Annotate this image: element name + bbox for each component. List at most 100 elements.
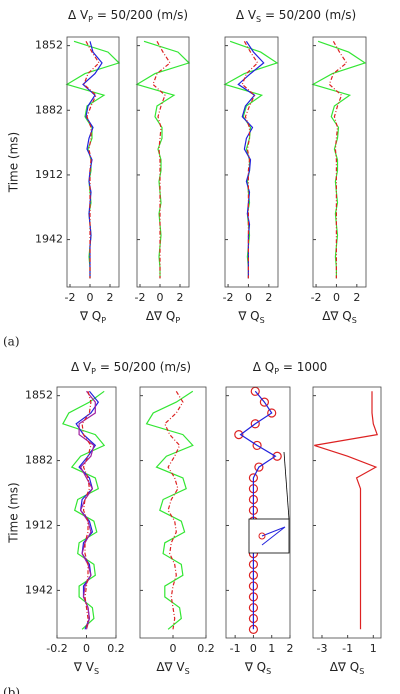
title-sub: P <box>91 367 96 376</box>
inset-connector <box>283 451 290 520</box>
series-line <box>65 40 121 279</box>
panel-label: (a) <box>3 335 20 349</box>
y-tick-label: 1912 <box>25 518 53 531</box>
panel-label: (b) <box>3 686 20 694</box>
x-tick-label: -1 <box>230 642 241 655</box>
x-label: Δ∇ VS <box>156 660 189 676</box>
series-line <box>145 390 194 630</box>
series-line <box>82 41 103 279</box>
x-tick-label: -1 <box>342 642 353 655</box>
inset <box>248 451 290 554</box>
panel-frame <box>224 36 279 288</box>
x-label-sub: S <box>359 667 364 676</box>
x-label: Δ∇ QP <box>146 309 181 325</box>
x-tick-label: 1 <box>370 642 377 655</box>
panel-frame <box>312 36 367 288</box>
panel-frame <box>225 386 291 639</box>
marker <box>234 430 244 440</box>
y-label: Time (ms) <box>7 482 21 544</box>
x-tick-label: 0.2 <box>107 642 125 655</box>
x-tick-label: -2 <box>135 291 146 304</box>
panel-frame <box>136 36 190 288</box>
y-tick-label: 1942 <box>35 233 63 246</box>
title-sub: P <box>88 15 93 24</box>
title-sub: S <box>256 15 261 24</box>
marker <box>267 408 277 418</box>
panel-frame <box>312 386 382 639</box>
series-line <box>237 40 265 279</box>
x-label-main: Δ∇ Q <box>330 660 360 674</box>
series-line <box>83 41 100 279</box>
x-tick-label: 0 <box>333 291 340 304</box>
x-label: ∇ QP <box>79 309 106 325</box>
x-tick-label: -2 <box>311 291 322 304</box>
x-label-sub: S <box>266 667 271 676</box>
x-tick-label: 2 <box>353 291 360 304</box>
marker <box>259 397 269 407</box>
panel-title: Δ VP = 50/200 (m/s) <box>71 360 191 376</box>
x-tick-label: -0.2 <box>46 642 67 655</box>
x-label-main: ∇ Q <box>79 309 101 323</box>
marker <box>254 462 264 472</box>
series-line <box>62 390 106 630</box>
series-line <box>328 41 348 279</box>
x-label-main: Δ∇ V <box>156 660 185 674</box>
y-tick-label: 1852 <box>25 389 53 402</box>
x-label-main: ∇ Q <box>237 309 259 323</box>
y-label: Time (ms) <box>7 132 21 194</box>
x-label: ∇ QS <box>244 660 271 676</box>
x-label-sub: P <box>175 316 180 325</box>
title-main: Δ V <box>71 360 92 374</box>
x-label: ∇ VS <box>73 660 99 676</box>
series-line <box>239 390 277 630</box>
x-tick-label: 2 <box>107 291 114 304</box>
x-label-sub: S <box>352 316 357 325</box>
series-line <box>241 41 259 279</box>
x-tick-label: 0 <box>83 642 90 655</box>
title-tail: = 50/200 (m/s) <box>96 360 191 374</box>
y-tick-label: 1912 <box>35 168 63 181</box>
x-label-main: ∇ Q <box>244 660 266 674</box>
marker <box>272 451 282 461</box>
series-line <box>78 390 96 630</box>
series-line <box>81 391 92 630</box>
panel-title: Δ QP = 1000 <box>253 360 328 376</box>
marker <box>252 440 262 451</box>
series-line <box>164 390 184 630</box>
title-main: Δ V <box>68 8 89 22</box>
x-label-sub: S <box>94 667 99 676</box>
x-label-main: Δ∇ Q <box>146 309 176 323</box>
x-label: Δ∇ QS <box>322 309 357 325</box>
title-main: Δ Q <box>253 360 274 374</box>
x-label-main: Δ∇ Q <box>322 309 352 323</box>
x-tick-label: 1 <box>268 642 275 655</box>
x-tick-label: 2 <box>177 291 184 304</box>
marker <box>250 419 260 429</box>
x-label-main: ∇ V <box>73 660 95 674</box>
title-main: Δ V <box>236 8 257 22</box>
x-tick-label: 0 <box>245 291 252 304</box>
x-label-sub: S <box>260 316 265 325</box>
x-label: ∇ QS <box>237 309 264 325</box>
title-tail: = 50/200 (m/s) <box>93 8 188 22</box>
y-tick-label: 1852 <box>35 39 63 52</box>
panel-frame <box>66 36 120 288</box>
series-line <box>135 40 191 279</box>
title-tail: = 1000 <box>279 360 327 374</box>
inset-blue <box>261 526 286 546</box>
x-tick-label: -2 <box>65 291 76 304</box>
title-sub: P <box>274 367 279 376</box>
y-tick-label: 1882 <box>25 454 53 467</box>
inset-circle <box>258 532 266 540</box>
series-line <box>314 391 379 630</box>
x-tick-label: -2 <box>223 291 234 304</box>
panel-title: Δ VS = 50/200 (m/s) <box>236 8 356 24</box>
y-tick-label: 1882 <box>35 103 63 116</box>
inset-box <box>248 518 290 554</box>
x-tick-label: 0 <box>87 291 94 304</box>
x-label-sub: S <box>185 667 190 676</box>
x-tick-label: 0 <box>170 642 177 655</box>
x-label: Δ∇ QS <box>330 660 365 676</box>
series-line <box>152 41 171 279</box>
